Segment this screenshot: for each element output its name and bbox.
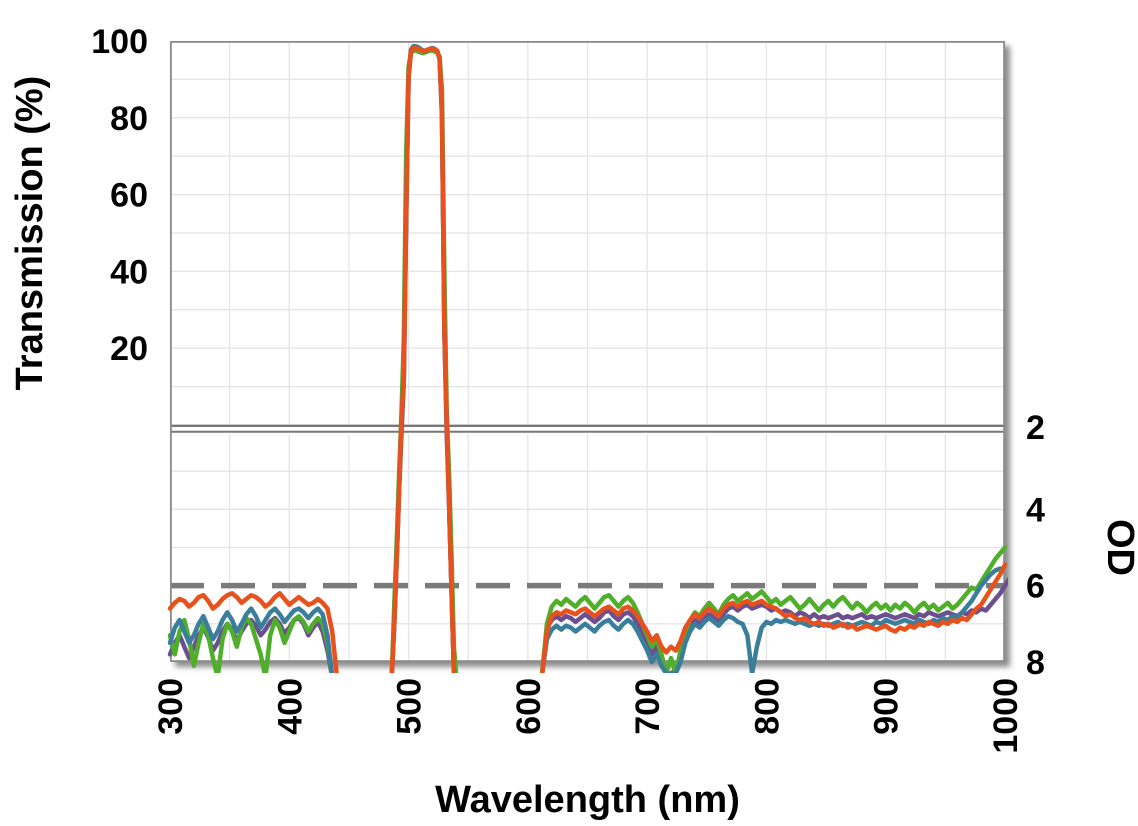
od-tick-label: 2 bbox=[1026, 409, 1045, 447]
series-line-green-trace bbox=[539, 545, 1008, 673]
wavelength-tick-label: 300 bbox=[152, 678, 190, 735]
wavelength-tick-label: 500 bbox=[391, 678, 429, 735]
plot-area bbox=[167, 40, 1008, 673]
right-axis-title: OD bbox=[1099, 519, 1138, 576]
wavelength-tick-label: 1000 bbox=[987, 678, 1025, 754]
wavelength-tick-label: 600 bbox=[510, 678, 548, 735]
transmission-tick-label: 80 bbox=[110, 100, 148, 138]
axis-break-band bbox=[170, 424, 1005, 434]
series-line-orange-trace bbox=[389, 45, 457, 673]
series-line-teal-trace bbox=[539, 566, 1003, 673]
plot-border bbox=[169, 40, 1006, 663]
series-line-purple-trace bbox=[539, 576, 1008, 673]
left-axis-title: Transmission (%) bbox=[9, 76, 51, 391]
series-line-orange-trace bbox=[167, 591, 339, 673]
x-axis-title: Wavelength (nm) bbox=[435, 779, 740, 821]
transmission-tick-label: 60 bbox=[110, 177, 148, 215]
transmission-tick-label: 100 bbox=[91, 23, 148, 61]
od-tick-label: 4 bbox=[1026, 491, 1045, 529]
transmission-tick-label: 40 bbox=[110, 253, 148, 291]
wavelength-tick-label: 700 bbox=[629, 678, 667, 735]
od-tick-label: 6 bbox=[1026, 568, 1045, 606]
wavelength-tick-label: 400 bbox=[271, 678, 309, 735]
wavelength-tick-label: 800 bbox=[748, 678, 786, 735]
transmission-tick-label: 20 bbox=[110, 330, 148, 368]
series-line-teal-trace bbox=[167, 606, 335, 673]
wavelength-tick-label: 900 bbox=[868, 678, 906, 735]
series-line-orange-trace bbox=[539, 562, 1008, 673]
series-line-green-trace bbox=[167, 613, 334, 673]
od-tick-label: 8 bbox=[1026, 644, 1045, 682]
